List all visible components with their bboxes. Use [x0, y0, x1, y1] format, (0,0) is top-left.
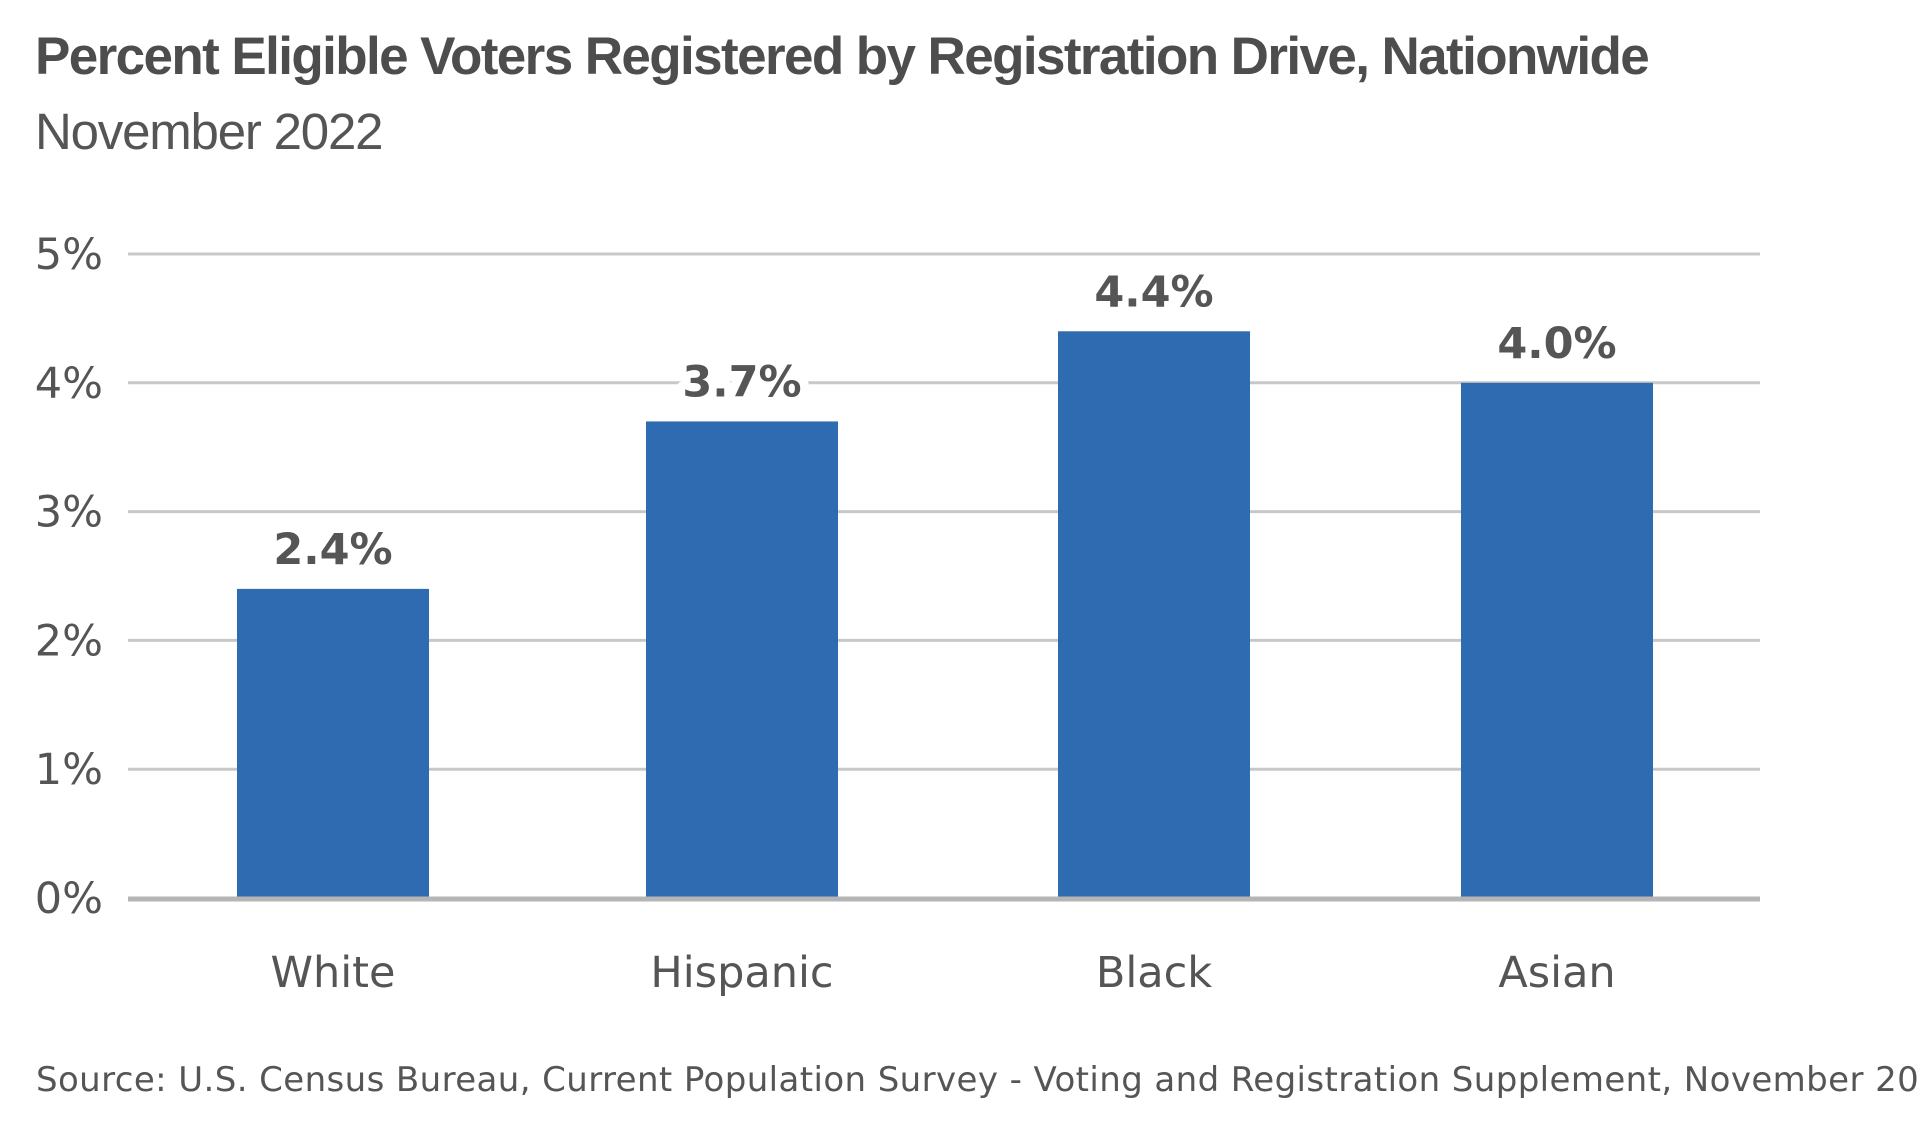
y-tick-label: 5%: [35, 230, 103, 280]
bar: [237, 588, 429, 898]
x-category-label: Asian: [1498, 948, 1615, 998]
y-tick-label: 1%: [35, 745, 103, 795]
y-tick-label: 0%: [35, 874, 103, 924]
chart-title: Percent Eligible Voters Registered by Re…: [35, 27, 1650, 86]
data-label: 2.4%: [273, 525, 392, 575]
y-tick-label: 3%: [35, 488, 103, 538]
bar: [646, 421, 838, 898]
bars: [237, 331, 1653, 898]
data-labels: 2.4% 3.7% 4.4% 4.0%: [264, 258, 1625, 584]
data-label: 4.4%: [1094, 267, 1213, 317]
x-category-label: White: [270, 948, 395, 998]
chart-subtitle: November 2022: [35, 103, 383, 160]
x-axis-categories: White Hispanic Black Asian: [270, 948, 1615, 998]
data-label: 3.7%: [682, 357, 801, 407]
y-axis-ticks: 0% 1% 2% 3% 4% 5%: [35, 230, 103, 924]
source-note: Source: U.S. Census Bureau, Current Popu…: [36, 1060, 1920, 1100]
y-tick-label: 4%: [35, 359, 103, 409]
x-category-label: Hispanic: [650, 948, 833, 998]
data-label: 4.0%: [1497, 319, 1616, 369]
y-tick-label: 2%: [35, 616, 103, 666]
bar: [1461, 382, 1653, 898]
x-category-label: Black: [1096, 948, 1212, 998]
bar: [1058, 331, 1250, 898]
